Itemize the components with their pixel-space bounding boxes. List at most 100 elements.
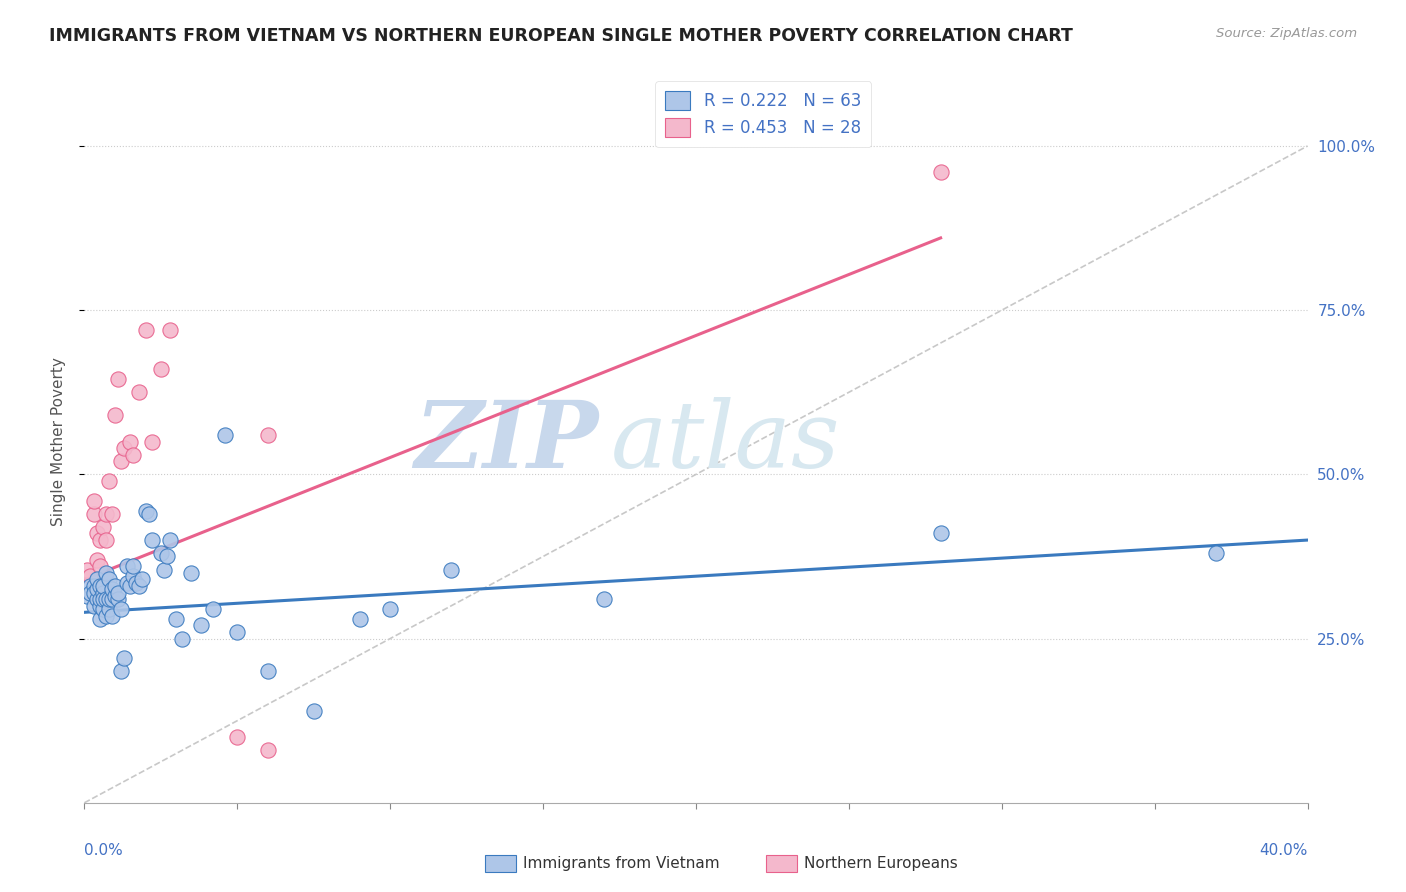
Point [76, 563, 98, 577]
Text: Source: ZipAtlas.com: Source: ZipAtlas.com [1216, 27, 1357, 40]
Point [159, 323, 181, 337]
Text: Northern Europeans: Northern Europeans [804, 856, 957, 871]
Point [929, 165, 952, 179]
Point [380, 602, 402, 616]
Point [165, 612, 187, 626]
Point [159, 533, 181, 547]
Point [94, 592, 117, 607]
Point [257, 665, 280, 679]
Point [83, 599, 105, 613]
Point [86, 582, 108, 597]
Point [83, 585, 105, 599]
Point [86, 573, 108, 587]
Point [122, 559, 145, 574]
Point [180, 566, 202, 580]
Point [86, 553, 108, 567]
Point [172, 632, 194, 646]
Point [149, 362, 172, 376]
Text: ZIP: ZIP [413, 397, 598, 486]
Point [104, 579, 127, 593]
Point [349, 612, 371, 626]
Point [83, 507, 105, 521]
Point [101, 608, 124, 623]
Point [79, 585, 101, 599]
Point [101, 507, 124, 521]
Point [593, 592, 616, 607]
Point [107, 585, 129, 599]
Text: atlas: atlas [610, 397, 839, 486]
Point [89, 599, 111, 613]
Point [257, 743, 280, 757]
Point [929, 526, 952, 541]
Point [110, 665, 132, 679]
Point [138, 507, 160, 521]
Y-axis label: Single Mother Poverty: Single Mother Poverty [51, 357, 66, 526]
Point [79, 569, 101, 583]
Point [91, 602, 114, 616]
Point [128, 579, 150, 593]
Point [141, 533, 163, 547]
Point [115, 559, 138, 574]
Point [1205, 546, 1227, 560]
Point [201, 602, 224, 616]
Point [115, 575, 138, 590]
Point [86, 526, 108, 541]
Point [91, 520, 114, 534]
Point [94, 608, 117, 623]
Point [104, 409, 127, 423]
Point [156, 549, 179, 564]
Point [97, 474, 120, 488]
Point [440, 563, 463, 577]
Point [91, 579, 114, 593]
Point [226, 625, 249, 640]
Point [79, 579, 101, 593]
Point [226, 730, 249, 744]
Point [91, 585, 114, 599]
Point [302, 704, 325, 718]
Point [112, 651, 135, 665]
Point [110, 454, 132, 468]
Point [104, 589, 127, 603]
Text: 0.0%: 0.0% [84, 843, 124, 857]
Point [101, 582, 124, 597]
Point [122, 569, 145, 583]
Point [122, 448, 145, 462]
Point [89, 579, 111, 593]
Text: 40.0%: 40.0% [1260, 843, 1308, 857]
Point [89, 592, 111, 607]
Point [149, 546, 172, 560]
Point [91, 592, 114, 607]
Point [153, 563, 176, 577]
Point [131, 573, 153, 587]
Point [141, 434, 163, 449]
Point [97, 592, 120, 607]
Point [89, 612, 111, 626]
Point [76, 589, 98, 603]
Text: Immigrants from Vietnam: Immigrants from Vietnam [523, 856, 720, 871]
Point [135, 323, 157, 337]
Point [89, 559, 111, 574]
Point [112, 441, 135, 455]
Point [257, 428, 280, 442]
Point [94, 533, 117, 547]
Point [120, 579, 142, 593]
Point [83, 493, 105, 508]
Point [190, 618, 212, 632]
Point [101, 592, 124, 607]
Text: IMMIGRANTS FROM VIETNAM VS NORTHERN EUROPEAN SINGLE MOTHER POVERTY CORRELATION C: IMMIGRANTS FROM VIETNAM VS NORTHERN EURO… [49, 27, 1073, 45]
Point [94, 507, 117, 521]
Point [135, 503, 157, 517]
Point [107, 592, 129, 607]
Legend: R = 0.222   N = 63, R = 0.453   N = 28: R = 0.222 N = 63, R = 0.453 N = 28 [655, 81, 872, 147]
Point [86, 592, 108, 607]
Point [83, 579, 105, 593]
Point [94, 566, 117, 580]
Point [110, 602, 132, 616]
Point [125, 575, 148, 590]
Point [128, 385, 150, 400]
Point [97, 573, 120, 587]
Point [97, 602, 120, 616]
Point [107, 372, 129, 386]
Point [214, 428, 236, 442]
Point [89, 533, 111, 547]
